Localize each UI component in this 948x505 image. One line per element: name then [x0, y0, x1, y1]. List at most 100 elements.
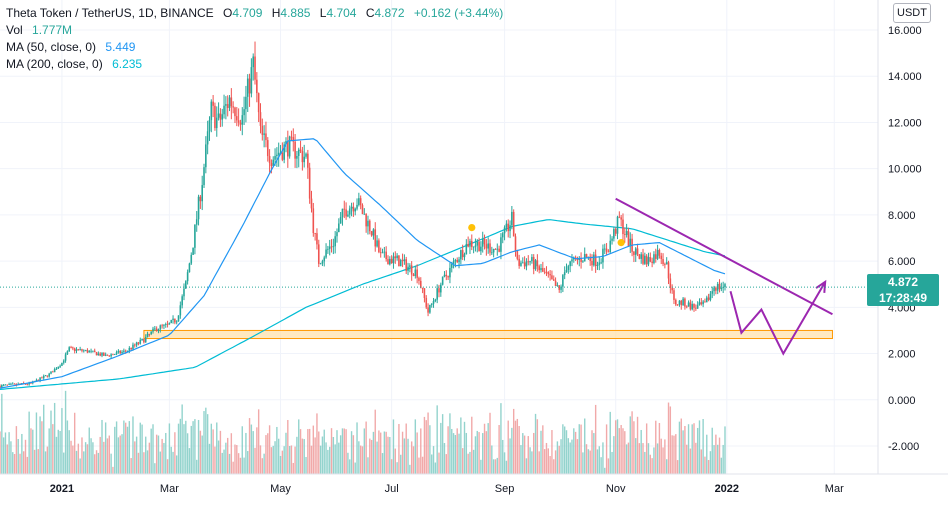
- currency-button[interactable]: USDT: [893, 3, 931, 23]
- ma50-line: [0, 138, 726, 389]
- candle-body-314: [571, 259, 573, 262]
- time-tick-4: Sep: [495, 483, 515, 495]
- candle-body-292: [531, 257, 533, 262]
- volume-bar-280: [509, 438, 511, 474]
- volume-bar-274: [498, 425, 500, 474]
- volume-bar-390: [709, 451, 712, 474]
- volume-bar-253: [460, 417, 462, 474]
- volume-bar-211: [383, 431, 386, 474]
- volume-bar-77: [139, 422, 141, 474]
- volume-bar-36: [64, 390, 67, 474]
- volume-bar-69: [124, 422, 127, 474]
- candle-body-290: [527, 261, 530, 263]
- volume-bar-61: [110, 453, 112, 474]
- volume-bar-325: [591, 430, 593, 474]
- candle-body-94: [170, 319, 173, 323]
- volume-bar-92: [166, 459, 169, 474]
- volume-bar-244: [443, 443, 446, 474]
- candle-body-109: [197, 196, 200, 220]
- volume-bar-184: [334, 444, 336, 474]
- candle-body-299: [543, 271, 546, 273]
- legend-volume-row[interactable]: Vol 1.777M: [6, 22, 503, 39]
- legend-ma50-row[interactable]: MA (50, close, 0) 5.449: [6, 39, 503, 56]
- candle-body-5: [8, 383, 10, 385]
- candle-body-142: [257, 93, 260, 113]
- candle-body-390: [709, 293, 712, 300]
- volume-bar-163: [296, 436, 298, 474]
- candle-body-253: [460, 250, 462, 260]
- candle-body-181: [328, 246, 331, 249]
- candle-body-185: [336, 232, 338, 237]
- candle-body-134: [243, 109, 245, 116]
- candle-body-22: [39, 377, 41, 382]
- volume-bar-397: [722, 444, 724, 474]
- volume-bar-48: [86, 444, 89, 474]
- candle-body-176: [319, 263, 322, 265]
- candle-body-196: [356, 204, 358, 209]
- time-tick-2: May: [270, 483, 291, 495]
- candle-body-230: [418, 277, 420, 281]
- volume-bar-62: [112, 466, 114, 474]
- candle-body-162: [294, 141, 296, 159]
- volume-bar-374: [680, 418, 682, 474]
- candle-body-391: [711, 291, 714, 294]
- candle-body-215: [390, 258, 393, 264]
- candle-body-255: [463, 254, 466, 258]
- volume-bar-65: [117, 437, 120, 474]
- volume-bar-233: [423, 416, 426, 474]
- candle-body-365: [664, 263, 666, 265]
- volume-bar-164: [298, 419, 300, 474]
- volume-bar-297: [540, 430, 542, 474]
- price-axis[interactable]: 16.00014.00012.00010.0008.0006.0004.0002…: [877, 0, 922, 474]
- candle-body-260: [472, 246, 475, 248]
- candle-body-150: [272, 159, 275, 166]
- candle-body-148: [268, 156, 271, 164]
- candle-body-104: [188, 263, 191, 273]
- volume-bar-42: [75, 450, 78, 474]
- volume-bar-326: [593, 433, 595, 474]
- candle-body-61: [110, 354, 112, 357]
- candle-body-72: [130, 348, 132, 350]
- candle-body-373: [678, 300, 681, 305]
- volume-bar-169: [307, 429, 309, 474]
- candle-body-172: [312, 208, 315, 234]
- candle-body-357: [649, 257, 652, 262]
- volume-bar-205: [372, 431, 375, 474]
- candle-body-124: [225, 104, 227, 106]
- symbol-title[interactable]: Theta Token / TetherUS, 1D, BINANCE: [6, 6, 214, 20]
- candle-body-156: [283, 144, 285, 160]
- volume-value: 1.777M: [32, 23, 73, 37]
- volume-bar-84: [152, 424, 154, 474]
- volume-bar-341: [620, 425, 622, 474]
- time-axis[interactable]: 2021 Mar May Jul Sep Nov 2022 Mar: [0, 473, 948, 495]
- candle-body-54: [97, 353, 100, 356]
- volume-bar-28: [50, 410, 52, 474]
- candle-body-45: [81, 349, 83, 351]
- candle-body-64: [115, 352, 118, 355]
- volume-bar-171: [310, 445, 313, 474]
- volume-bar-295: [536, 419, 539, 474]
- volume-bar-144: [261, 458, 264, 474]
- volume-bar-73: [132, 416, 134, 474]
- candle-body-32: [57, 366, 60, 369]
- candle-body-274: [498, 248, 500, 252]
- candle-body-224: [407, 266, 409, 271]
- candle-body-327: [594, 254, 597, 266]
- candle-body-359: [653, 254, 655, 263]
- candle-body-16: [28, 382, 30, 385]
- volume-bar-13: [22, 451, 25, 474]
- candle-body-245: [445, 274, 448, 277]
- candle-body-140: [254, 56, 256, 80]
- candle-body-286: [520, 262, 522, 266]
- legend-ma200-row[interactable]: MA (200, close, 0) 6.235: [6, 56, 503, 73]
- volume-bar-298: [542, 425, 544, 474]
- candle-body-381: [693, 304, 695, 308]
- candle-body-157: [285, 141, 287, 145]
- volume-bar-367: [667, 402, 670, 474]
- drawings[interactable]: [468, 197, 833, 356]
- volume-bar-394: [717, 444, 719, 474]
- candle-body-341: [620, 217, 622, 220]
- volume-bar-63: [114, 426, 116, 474]
- volume-bar-330: [600, 457, 602, 474]
